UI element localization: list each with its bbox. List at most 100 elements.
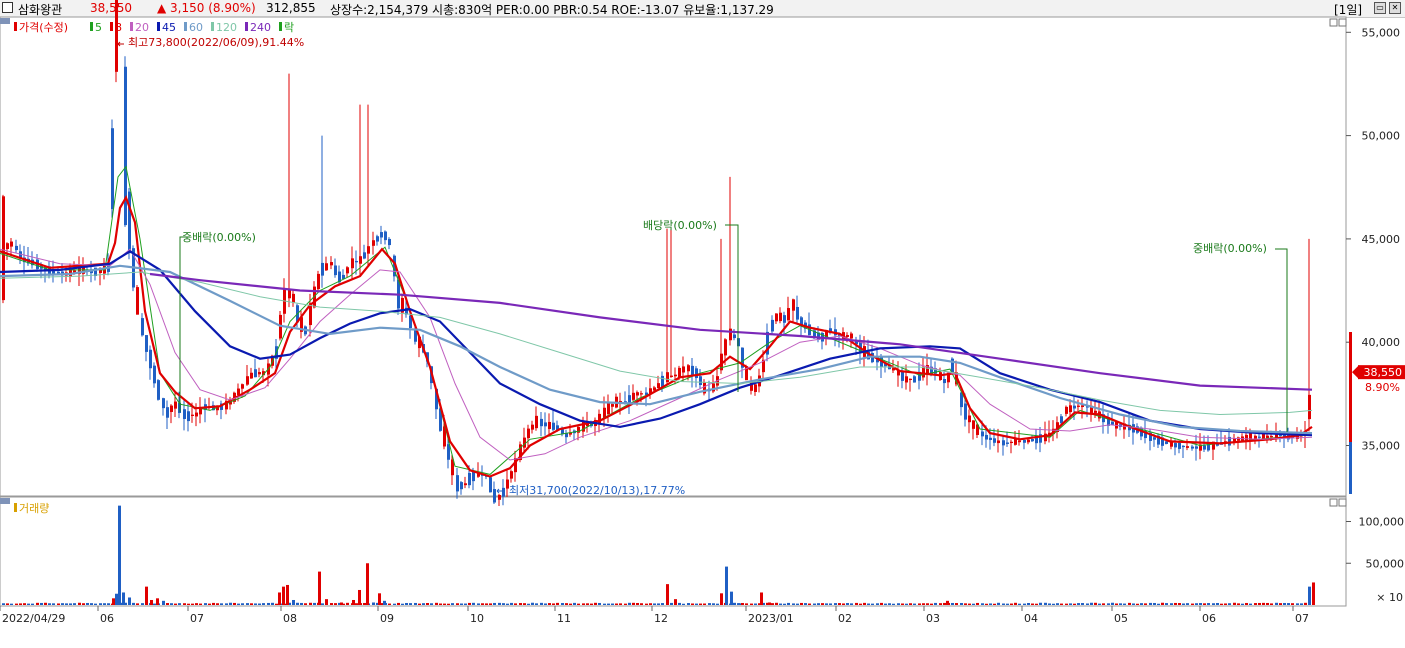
legend-ex-label: 락 bbox=[284, 21, 294, 34]
volume-bar bbox=[964, 603, 967, 605]
candle-body bbox=[250, 372, 253, 379]
date-tick-label: 12 bbox=[654, 612, 668, 625]
volume-bar bbox=[1203, 603, 1206, 605]
select-checkbox[interactable] bbox=[2, 2, 13, 13]
volume-bar bbox=[122, 592, 125, 605]
candle-body bbox=[393, 255, 396, 277]
volume-bar bbox=[905, 603, 908, 605]
candle-body bbox=[653, 387, 656, 391]
candle-body bbox=[1149, 432, 1152, 441]
candle-body bbox=[1199, 444, 1202, 451]
candle-body bbox=[1094, 410, 1097, 413]
legend-ma-label: 240 bbox=[250, 21, 271, 34]
candle-body bbox=[850, 333, 853, 339]
candle-body bbox=[1069, 405, 1072, 413]
volume-bar bbox=[653, 603, 656, 605]
stock-metrics: 상장수:2,154,379 시총:830억 PER:0.00 PBR:0.54 … bbox=[330, 3, 774, 17]
volume-bar bbox=[195, 603, 198, 605]
date-tick-label: 11 bbox=[557, 612, 571, 625]
volume-bar bbox=[1212, 603, 1215, 605]
restore-window-icon[interactable]: ▭ bbox=[1374, 2, 1386, 14]
volume-bar bbox=[548, 603, 551, 605]
volume-bar bbox=[414, 602, 417, 605]
candle-body bbox=[771, 319, 774, 332]
volume-bar bbox=[725, 566, 728, 605]
candle-body bbox=[678, 367, 681, 378]
volume-bar bbox=[556, 602, 559, 605]
low-arrow-icon bbox=[496, 488, 505, 494]
volume-bar bbox=[804, 603, 807, 605]
candle-body bbox=[527, 428, 530, 439]
candle-body bbox=[813, 330, 816, 338]
volume-bar bbox=[842, 603, 845, 605]
volume-bar bbox=[628, 602, 631, 605]
candle-body bbox=[695, 368, 698, 379]
volume-bar bbox=[366, 563, 369, 605]
candle-body bbox=[229, 401, 232, 405]
legend-ex-swatch bbox=[279, 22, 282, 31]
candle-body bbox=[52, 270, 55, 275]
volume-bar bbox=[1086, 603, 1089, 605]
volume-bar bbox=[855, 602, 858, 605]
candle-body bbox=[1086, 406, 1089, 408]
volume-bar bbox=[989, 603, 992, 605]
volume-bar bbox=[1140, 603, 1143, 605]
volume-bar bbox=[388, 603, 391, 605]
volume-bar bbox=[31, 603, 34, 605]
volume-bar bbox=[409, 603, 412, 605]
volume-bar bbox=[955, 603, 958, 605]
volume-bar bbox=[162, 600, 165, 605]
candle-body bbox=[506, 479, 509, 489]
candle-body bbox=[451, 459, 454, 476]
volume-bar bbox=[586, 603, 589, 605]
volume-bar bbox=[813, 603, 816, 605]
volume-bar bbox=[897, 603, 900, 605]
volume-bar bbox=[352, 599, 355, 605]
volume-bar bbox=[1296, 603, 1299, 605]
volume-bar bbox=[640, 603, 643, 605]
candle-body bbox=[141, 318, 144, 336]
candle-body bbox=[1195, 446, 1198, 449]
candle-body bbox=[111, 128, 114, 210]
volume-bar bbox=[275, 603, 278, 605]
date-tick-label: 05 bbox=[1114, 612, 1128, 625]
candle-body bbox=[703, 382, 706, 394]
candle-body bbox=[636, 392, 639, 396]
candle-body bbox=[157, 380, 160, 400]
candle-body bbox=[699, 376, 702, 386]
candle-body bbox=[926, 365, 929, 374]
volume-bar bbox=[762, 602, 765, 605]
volume-bar bbox=[112, 598, 115, 605]
volume-bar bbox=[1207, 603, 1210, 605]
volume-bar bbox=[946, 600, 949, 605]
volume-bar bbox=[358, 589, 361, 605]
volume-bar bbox=[775, 602, 778, 605]
volume-bar bbox=[691, 603, 694, 605]
volume-bar bbox=[901, 603, 904, 605]
candle-body bbox=[1308, 394, 1311, 420]
volume-bar bbox=[708, 603, 711, 605]
volume-bar bbox=[859, 603, 862, 605]
volume-bar bbox=[594, 602, 597, 605]
volume-bar bbox=[27, 603, 30, 605]
candle-body bbox=[376, 236, 379, 242]
volume-bar bbox=[997, 602, 1000, 605]
volume-bar bbox=[1128, 602, 1131, 605]
date-tick-label: 03 bbox=[926, 612, 940, 625]
volume-bar bbox=[187, 603, 190, 605]
volume-bar bbox=[435, 602, 438, 605]
candle-body bbox=[523, 437, 526, 448]
candle-body bbox=[913, 376, 916, 383]
date-tick-label: 06 bbox=[100, 612, 114, 625]
candle-body bbox=[145, 335, 148, 352]
volume-bar bbox=[506, 603, 509, 605]
volume-bar bbox=[540, 602, 543, 605]
candle-body bbox=[447, 444, 450, 460]
period-selector[interactable]: [1일] bbox=[1334, 3, 1363, 17]
volume-bar bbox=[888, 603, 891, 605]
volume-bar bbox=[397, 602, 400, 605]
volume-bar bbox=[771, 603, 774, 605]
close-window-icon[interactable]: ✕ bbox=[1389, 2, 1401, 14]
volume-bar bbox=[199, 603, 202, 605]
